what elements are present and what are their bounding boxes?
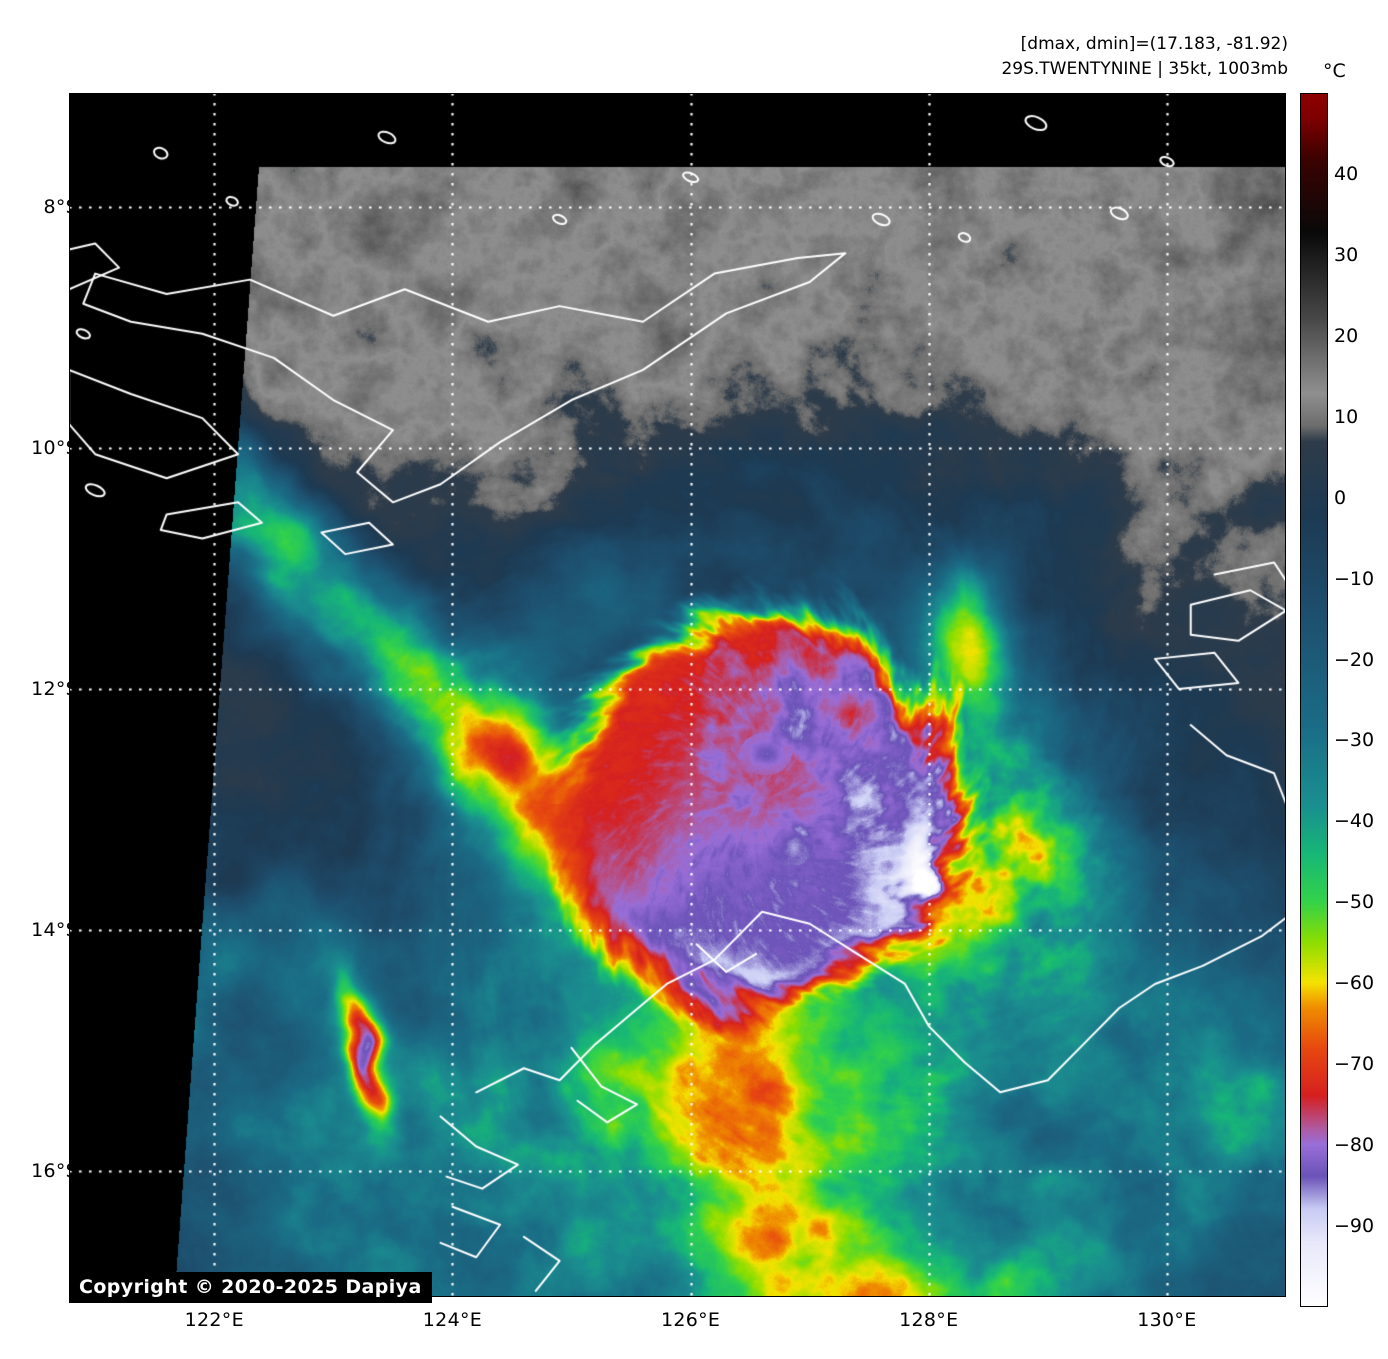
storm-info-label: 29S.TWENTYNINE | 35kt, 1003mb [1001,58,1288,79]
latitude-tick: 8°S [43,196,78,219]
latitude-tick: 16°S [31,1159,78,1182]
colorbar-tick: −40 [1334,810,1375,833]
longitude-tick: 124°E [422,1309,483,1331]
colorbar-tick: −80 [1334,1134,1375,1157]
colorbar-unit-label: °C [1323,60,1346,82]
temperature-colorbar [1300,93,1328,1307]
latitude-tick: 10°S [31,437,78,460]
longitude-tick: 126°E [660,1309,721,1331]
colorbar-tick: −30 [1334,729,1375,752]
colorbar-gradient [1301,94,1327,1306]
dmax-dmin-label: [dmax, dmin]=(17.183, -81.92) [1020,34,1288,54]
latitude-tick: 12°S [31,677,78,700]
longitude-tick: 128°E [899,1309,959,1331]
colorbar-tick: 30 [1334,243,1359,266]
longitude-tick: 130°E [1137,1309,1197,1331]
colorbar-tick: 0 [1334,486,1347,509]
colorbar-tick: −60 [1334,972,1375,995]
colorbar-tick: 40 [1334,162,1359,185]
colorbar-tick: −10 [1334,567,1375,590]
colorbar-tick: −90 [1334,1215,1375,1238]
colorbar-tick: −70 [1334,1053,1375,1076]
colorbar-tick: 10 [1334,405,1359,428]
colorbar-tick: 20 [1334,324,1359,347]
data-annotation: [dmax, dmin]=(17.183, -81.92) 29S.TWENTY… [1001,32,1288,81]
colorbar-tick: −50 [1334,891,1375,914]
copyright-notice: Copyright © 2020-2025 Dapiya [69,1272,432,1303]
longitude-tick: 122°E [184,1309,244,1331]
latitude-tick: 14°S [31,918,78,941]
infrared-satellite-image [69,93,1286,1297]
satellite-plot-area [69,93,1286,1297]
colorbar-tick: −20 [1334,648,1375,671]
